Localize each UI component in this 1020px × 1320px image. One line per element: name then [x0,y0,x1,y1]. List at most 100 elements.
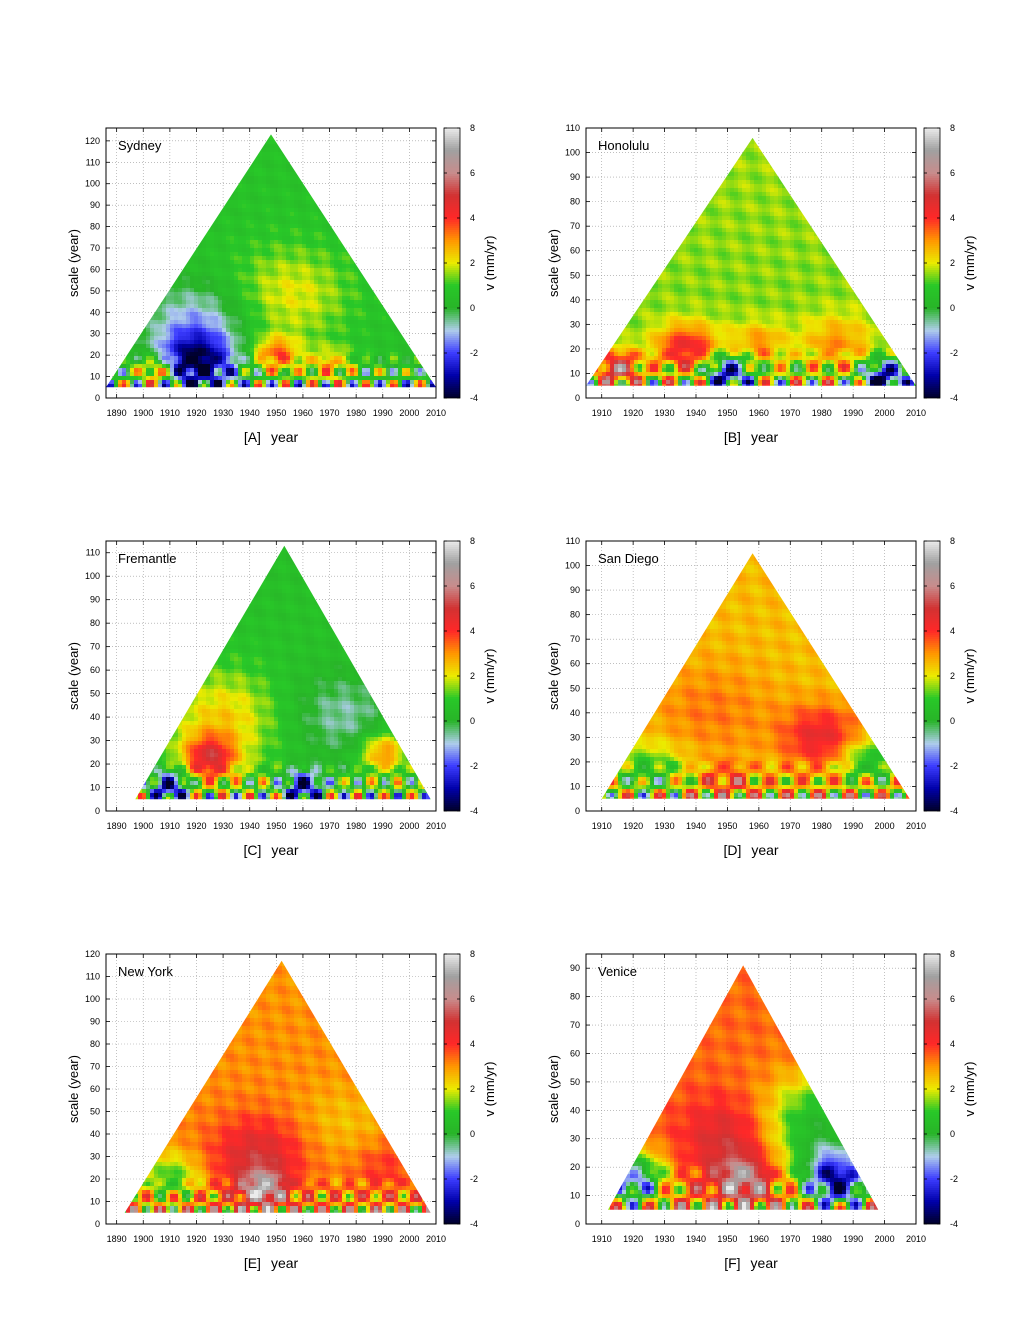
heatmap-cell [274,276,278,280]
heatmap-cell [238,292,242,296]
heatmap-cell [314,252,318,256]
heatmap-cell [290,204,294,208]
heatmap-cell [222,292,226,296]
heatmap-cell [290,368,294,372]
heatmap-cell [166,300,170,304]
heatmap-cell [242,344,246,348]
heatmap-cell [258,368,262,372]
heatmap-cell [222,264,226,268]
heatmap-cell [270,236,274,240]
heatmap-cell [322,292,326,296]
heatmap-cell [294,240,298,244]
heatmap-cell [162,336,166,340]
heatmap-cell [134,380,138,384]
heatmap-cell [198,292,202,296]
heatmap-cell [310,232,314,236]
heatmap-cell [362,372,366,376]
heatmap-cell [282,352,286,356]
heatmap-cell [238,260,242,264]
heatmap-cell [250,228,254,232]
heatmap-cell [222,300,226,304]
heatmap-cell [362,284,366,288]
heatmap-cell [350,384,354,388]
heatmap-cell [226,236,230,240]
heatmap-cell [182,280,186,284]
heatmap-cell [282,304,286,308]
heatmap-cell [270,356,274,360]
heatmap-cell [278,164,282,168]
heatmap-cell [282,276,286,280]
heatmap-cell [198,276,202,280]
heatmap-cell [230,340,234,344]
heatmap-cell [294,324,298,328]
heatmap-cell [214,308,218,312]
heatmap-cell [222,380,226,384]
heatmap-cell [310,352,314,356]
heatmap-cell [374,372,378,376]
heatmap-cell [314,356,318,360]
heatmap-cell [354,380,358,384]
heatmap-cell [222,356,226,360]
heatmap-cell [178,368,182,372]
heatmap-cell [258,232,262,236]
heatmap-cell [302,372,306,376]
heatmap-cell [318,308,322,312]
heatmap-cell [182,324,186,328]
heatmap-cell [234,252,238,256]
heatmap-cell [294,196,298,200]
heatmap-cell [274,324,278,328]
heatmap-cell [142,328,146,332]
heatmap-cell [386,380,390,384]
heatmap-cell [186,292,190,296]
heatmap-cell [254,376,258,380]
heatmap-cell [258,356,262,360]
heatmap-cell [262,188,266,192]
heatmap-cell [306,220,310,224]
heatmap-cell [114,384,118,388]
heatmap-cell [286,288,290,292]
heatmap-cell [330,316,334,320]
heatmap-cell [286,320,290,324]
heatmap-cell [314,272,318,276]
heatmap-cell [362,356,366,360]
heatmap-cell [142,364,146,368]
heatmap-cell [282,308,286,312]
heatmap-cell [394,380,398,384]
heatmap-cell [302,248,306,252]
heatmap-cell [174,332,178,336]
heatmap-cell [222,248,226,252]
heatmap-cell [258,324,262,328]
heatmap-cell [250,340,254,344]
heatmap-cell [194,268,198,272]
heatmap-cell [342,296,346,300]
heatmap-cell [250,372,254,376]
heatmap-cell [354,320,358,324]
heatmap-cell [250,264,254,268]
heatmap-cell [262,244,266,248]
heatmap-cell [242,376,246,380]
heatmap-cell [234,384,238,388]
heatmap-cell [210,300,214,304]
heatmap-cell [118,384,122,388]
heatmap-cell [274,260,278,264]
heatmap-cell [334,372,338,376]
heatmap-cell [238,224,242,228]
heatmap-cell [350,276,354,280]
heatmap-cell [306,380,310,384]
heatmap-cell [294,184,298,188]
heatmap-cell [270,376,274,380]
heatmap-cell [266,272,270,276]
heatmap-cell [162,300,166,304]
heatmap-cell [342,376,346,380]
heatmap-cell [250,304,254,308]
heatmap-cell [126,368,130,372]
heatmap-cell [170,376,174,380]
heatmap-cell [366,368,370,372]
heatmap-cell [202,280,206,284]
heatmap-cell [162,360,166,364]
heatmap-cell [246,368,250,372]
heatmap-cell [298,192,302,196]
heatmap-cell [250,236,254,240]
heatmap-cell [242,352,246,356]
heatmap-cell [334,348,338,352]
